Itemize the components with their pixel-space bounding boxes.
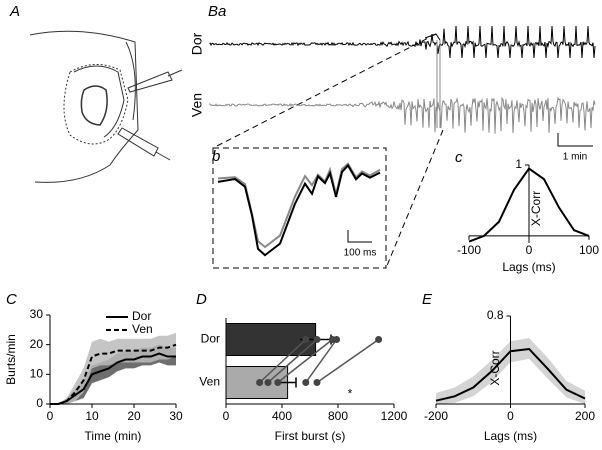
line (435, 347, 586, 402)
pair-line (305, 339, 338, 383)
legend-label: Ven (132, 322, 153, 336)
y-tick-label: 0.8 (487, 308, 504, 322)
x-axis-label: Lags (ms) (484, 429, 537, 443)
trace (217, 162, 381, 249)
legend-label: Dor (132, 309, 151, 323)
panel-label: A (9, 3, 20, 20)
x-tick-label: 800 (328, 409, 348, 423)
trace (217, 163, 381, 257)
x-tick-label: 0 (223, 409, 230, 423)
y-axis-label: Burts/min (4, 334, 18, 385)
panel-label: Ba (208, 3, 226, 20)
panel-label: b (212, 148, 220, 165)
x-tick-label: 200 (575, 409, 595, 423)
pair-line (277, 338, 333, 384)
annotation: * (348, 387, 353, 401)
scale-label: 100 ms (344, 248, 377, 259)
x-tick-label: -100 (457, 243, 481, 257)
point (313, 379, 321, 386)
x-tick-label: 400 (272, 409, 292, 423)
zoom-lines (212, 33, 444, 269)
trace-label: Ven (189, 93, 205, 117)
x-tick-label: 30 (169, 409, 183, 423)
x-tick-label: 0 (47, 409, 54, 423)
x-tick-label: 100 (579, 243, 599, 257)
pair-line (267, 338, 318, 384)
x-axis-label: Time (min) (85, 429, 142, 443)
y-axis-label: X-Corr (529, 191, 543, 226)
point (256, 379, 264, 386)
trace (436, 40, 441, 128)
x-tick-label: 1200 (381, 409, 408, 423)
y-tick-label: Dor (201, 332, 220, 346)
x-tick-label: 10 (85, 409, 99, 423)
line (468, 167, 590, 243)
x-tick-label: 0 (507, 409, 514, 423)
slice-drawing (29, 30, 183, 183)
y-tick-label: 10 (30, 367, 44, 381)
trace (209, 96, 596, 134)
point (313, 336, 321, 343)
pair-line (259, 338, 307, 384)
y-tick-label: 30 (30, 307, 44, 321)
point (333, 336, 341, 343)
y-tick-label: 1 (515, 157, 522, 171)
y-axis-label: X-Corr (488, 350, 502, 385)
y-tick-label: 0 (36, 396, 43, 410)
trace-label: Dor (189, 32, 205, 55)
scale-label: 1 min (563, 152, 587, 163)
point (375, 336, 383, 343)
point (302, 336, 310, 343)
y-tick-label: Ven (199, 375, 220, 389)
trace (209, 25, 596, 59)
x-tick-label: 0 (526, 243, 533, 257)
scale-bar (557, 133, 593, 147)
x-tick-label: 20 (127, 409, 141, 423)
pair-line (316, 338, 380, 384)
x-axis-label: Lags (ms) (502, 260, 555, 274)
panel-label: c (455, 149, 463, 166)
line (50, 352, 176, 405)
error-bar (279, 377, 297, 388)
panel-label: E (422, 291, 433, 308)
point (302, 379, 310, 386)
point (264, 379, 272, 386)
panel-label: C (6, 291, 17, 308)
line (50, 343, 177, 405)
point (274, 379, 282, 386)
panel-label: D (196, 291, 207, 308)
x-axis-label: First burst (s) (275, 429, 346, 443)
scale-bar (347, 230, 372, 243)
x-tick-label: -200 (424, 409, 448, 423)
y-tick-label: 20 (30, 337, 44, 351)
